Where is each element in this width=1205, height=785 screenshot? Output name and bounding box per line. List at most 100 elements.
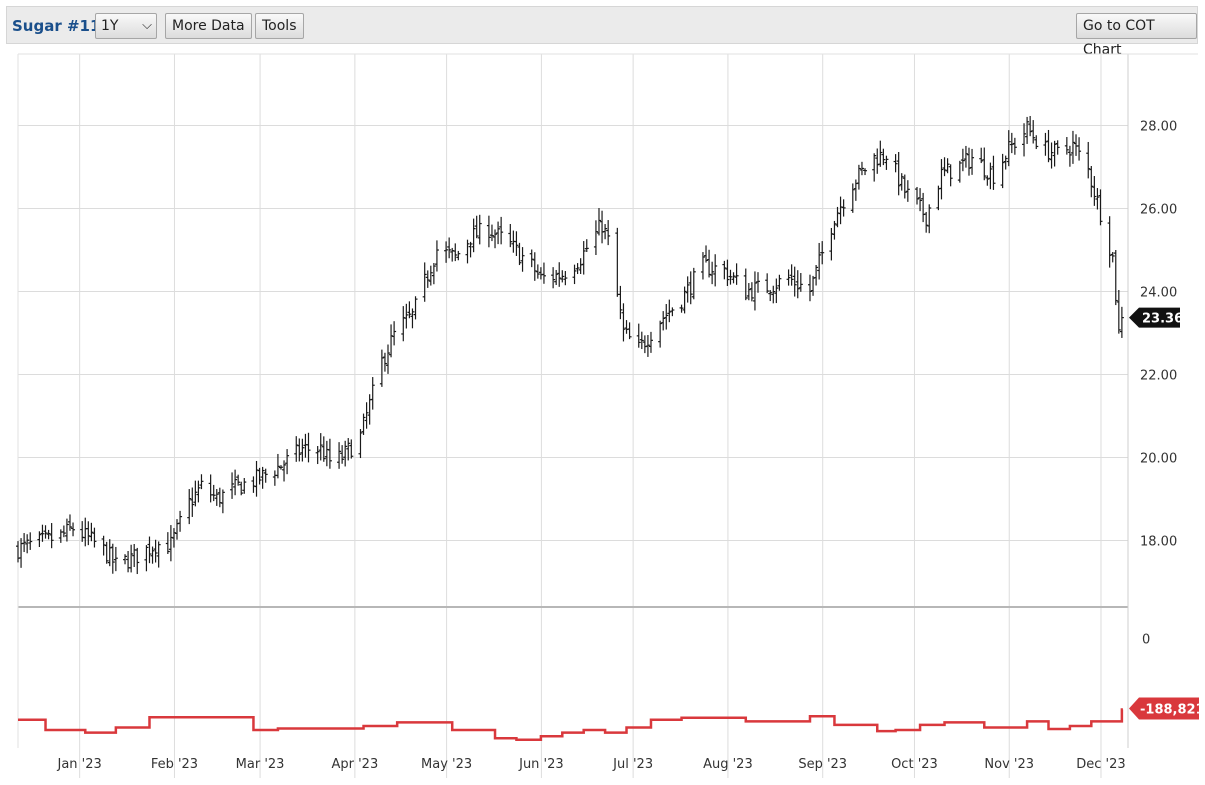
ohlc-bar xyxy=(710,261,715,285)
ohlc-bar xyxy=(386,344,390,374)
tools-button[interactable]: Tools xyxy=(255,13,304,39)
ohlc-bar xyxy=(606,220,611,246)
ohlc-bar xyxy=(700,252,705,280)
chart-toolbar: Sugar #11 1Y ⌵ More Data Tools Go to COT … xyxy=(6,6,1198,58)
ohlc-bar xyxy=(349,439,354,459)
ohlc-bar xyxy=(734,263,739,285)
ohlc-bar xyxy=(596,208,601,236)
y-tick-label: 22.00 xyxy=(1140,369,1177,384)
ohlc-bar xyxy=(318,433,323,461)
ohlc-bar xyxy=(1067,145,1072,167)
ohlc-bar xyxy=(321,436,326,462)
ohlc-bar xyxy=(991,155,996,190)
ohlc-bar xyxy=(878,140,883,167)
ohlc-bar xyxy=(1025,116,1030,144)
y-tick-label: 18.00 xyxy=(1140,535,1177,550)
ohlc-bar xyxy=(691,267,696,300)
ohlc-bar xyxy=(584,239,589,253)
x-tick-label: Dec '23 xyxy=(1076,757,1125,772)
y-tick-label: 24.00 xyxy=(1140,286,1177,301)
ohlc-bar xyxy=(196,480,201,503)
ohlc-bar xyxy=(985,175,990,186)
ohlc-bar xyxy=(113,546,118,572)
ohlc-bar xyxy=(774,278,779,304)
ohlc-bar xyxy=(624,320,629,334)
ohlc-bar xyxy=(260,466,265,489)
vertical-grid xyxy=(79,54,1102,778)
ohlc-bar xyxy=(838,196,843,225)
ohlc-bar xyxy=(453,243,458,262)
ohlc-bar xyxy=(327,438,332,469)
ohlc-bar xyxy=(575,263,580,275)
y-tick-label: 26.00 xyxy=(1140,203,1177,218)
ohlc-bar xyxy=(728,269,733,285)
ohlc-bar xyxy=(768,290,773,302)
ohlc-bar xyxy=(982,147,987,181)
ohlc-bar xyxy=(187,489,192,525)
ohlc-bar xyxy=(789,264,794,286)
ohlc-bar xyxy=(707,249,712,278)
ohlc-bar xyxy=(627,322,632,340)
ohlc-bar xyxy=(89,522,94,542)
y-tick-label: 28.00 xyxy=(1140,120,1177,135)
period-select[interactable]: 1Y ⌵ xyxy=(95,13,157,39)
ohlc-bar xyxy=(389,324,394,358)
ohlc-bar xyxy=(144,545,149,572)
ohlc-bar xyxy=(578,258,583,275)
ohlc-bar xyxy=(300,438,305,462)
ohlc-bar xyxy=(477,214,482,245)
more-data-button[interactable]: More Data xyxy=(165,13,252,39)
x-tick-label: Jan '23 xyxy=(57,757,102,772)
x-tick-label: Sep '23 xyxy=(798,757,847,772)
ohlc-bar xyxy=(175,519,180,540)
ohlc-bar xyxy=(214,489,219,506)
ohlc-bar xyxy=(1113,249,1118,306)
ohlc-bar xyxy=(896,151,901,196)
ohlc-bar xyxy=(474,215,479,239)
ohlc-bar xyxy=(560,270,565,283)
ohlc-bar xyxy=(863,168,868,176)
ohlc-bar xyxy=(358,429,363,459)
ohlc-bar xyxy=(725,259,730,287)
ohlc-bar xyxy=(1055,140,1060,155)
ohlc-bar xyxy=(945,158,950,174)
ohlc-bar xyxy=(1092,176,1097,206)
ohlc-bar xyxy=(126,550,131,573)
ohlc-bars xyxy=(16,115,1124,575)
x-tick-label: Jun '23 xyxy=(518,757,564,772)
ohlc-bar xyxy=(37,531,42,548)
ohlc-bar xyxy=(581,241,586,275)
ohlc-bar xyxy=(1009,132,1014,154)
ohlc-bar xyxy=(28,532,33,550)
ohlc-bar xyxy=(1022,123,1027,157)
y-tick-label: 20.00 xyxy=(1140,452,1177,467)
ohlc-bar xyxy=(520,247,525,272)
ohlc-bar xyxy=(80,521,85,542)
ohlc-bar xyxy=(324,440,329,467)
ohlc-bar xyxy=(489,224,494,242)
ohlc-bar xyxy=(798,273,803,292)
cot-net-line xyxy=(18,708,1124,742)
ohlc-bar xyxy=(811,275,816,296)
ohlc-bar xyxy=(905,180,910,202)
ohlc-bar xyxy=(514,231,519,256)
ohlc-bar xyxy=(621,303,626,342)
ohlc-bar xyxy=(832,220,837,240)
ohlc-bar xyxy=(22,533,27,553)
ohlc-bar xyxy=(168,525,173,562)
ohlc-bar xyxy=(881,148,886,166)
ohlc-bar xyxy=(722,260,727,280)
ohlc-bar xyxy=(104,541,109,564)
ohlc-bar xyxy=(1119,306,1124,338)
ohlc-bar xyxy=(856,164,861,190)
cot-chart-button[interactable]: Go to COT Chart xyxy=(1076,13,1197,58)
ohlc-bar xyxy=(392,321,397,346)
time-axis: Jan '23 Feb '23 Mar '23 Apr '23 May '23 Jun '… xyxy=(57,757,1126,772)
ohlc-bar xyxy=(486,215,491,248)
ohlc-bar xyxy=(713,254,718,287)
ohlc-bar xyxy=(254,460,259,497)
ohlc-bar xyxy=(129,544,134,573)
ohlc-bar xyxy=(135,547,140,575)
period-value: 1Y xyxy=(101,18,119,34)
